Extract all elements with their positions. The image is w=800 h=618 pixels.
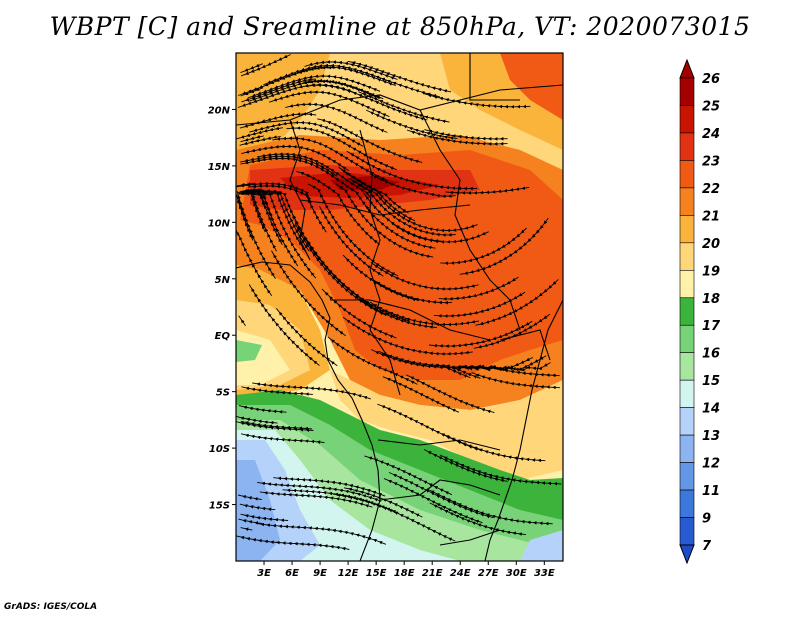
colorbar-segment bbox=[679, 132, 695, 161]
streamline bbox=[236, 182, 255, 187]
colorbar-label: 23 bbox=[702, 154, 720, 169]
streamline bbox=[461, 355, 547, 372]
streamline bbox=[236, 535, 350, 551]
colorbar-segment bbox=[679, 215, 695, 244]
lon-tick-label: 3E bbox=[257, 568, 271, 579]
latitude-ticks: 20N 15N 10N 5N EQ 5S 10S 15S bbox=[208, 105, 236, 512]
lat-tick-label: 15S bbox=[209, 501, 230, 512]
streamline bbox=[327, 336, 418, 385]
colorbar-segment bbox=[679, 269, 695, 299]
lon-tick-label: 6E bbox=[285, 568, 299, 579]
colorbar-label: 9 bbox=[702, 512, 711, 527]
colorbar-segment bbox=[679, 517, 695, 546]
colorbar-segment bbox=[679, 352, 695, 381]
colorbar-segment bbox=[679, 242, 695, 271]
streamline bbox=[272, 136, 389, 182]
streamline bbox=[439, 454, 562, 486]
colorbar-segment bbox=[679, 462, 695, 491]
colorbar-label: 24 bbox=[702, 127, 720, 142]
colorbar-label: 21 bbox=[702, 209, 720, 224]
lon-tick-label: 15E bbox=[366, 568, 387, 579]
colorbar-label: 11 bbox=[702, 484, 720, 499]
streamline bbox=[238, 315, 246, 326]
colorbar-label: 12 bbox=[702, 457, 720, 472]
streamline bbox=[240, 433, 325, 444]
colorbar-segment bbox=[679, 434, 695, 463]
lat-tick-label: EQ bbox=[215, 331, 231, 342]
colorbar-label: 17 bbox=[702, 319, 721, 334]
lat-tick-label: 5S bbox=[216, 388, 230, 399]
streamline bbox=[240, 527, 253, 532]
lon-tick-label: 18E bbox=[394, 568, 415, 579]
colorbar: 26 25 24 23 22 21 20 19 18 17 16 15 14 13 12 11 9 7 bbox=[679, 58, 721, 565]
lat-tick-label: 20N bbox=[208, 105, 231, 116]
streamline bbox=[236, 126, 284, 140]
streamline bbox=[307, 83, 428, 121]
streamline bbox=[473, 313, 551, 349]
streamline bbox=[237, 232, 273, 297]
colorbar-segment bbox=[679, 297, 695, 326]
colorbar-label: 7 bbox=[702, 539, 712, 554]
streamline bbox=[342, 316, 473, 356]
streamline bbox=[238, 405, 287, 414]
lon-tick-label: 24E bbox=[450, 568, 471, 579]
colorbar-label: 13 bbox=[702, 429, 720, 444]
streamline bbox=[239, 503, 276, 512]
lat-tick-label: 15N bbox=[208, 162, 231, 173]
streamline bbox=[252, 382, 371, 400]
footer-credit: GrADS: IGES/COLA bbox=[4, 602, 98, 612]
streamlines bbox=[236, 54, 562, 551]
streamline bbox=[440, 227, 527, 266]
colorbar-label: 20 bbox=[702, 237, 720, 252]
colorbar-segment bbox=[679, 379, 695, 408]
streamline bbox=[343, 487, 423, 518]
colorbar-segment bbox=[679, 489, 695, 518]
lat-tick-label: 10S bbox=[209, 444, 230, 455]
colorbar-segment bbox=[679, 324, 695, 354]
field-14-southeast bbox=[520, 530, 563, 561]
colorbar-label: 26 bbox=[702, 72, 720, 87]
streamline bbox=[406, 129, 508, 146]
colorbar-label: 19 bbox=[702, 264, 720, 279]
colorbar-segment bbox=[679, 407, 695, 436]
streamline bbox=[236, 415, 278, 425]
chart-title: WBPT [C] and Sreamline at 850hPa, VT: 20… bbox=[49, 12, 751, 41]
colorbar-segment bbox=[679, 160, 695, 189]
colorbar-segment bbox=[679, 77, 695, 106]
lon-tick-label: 33E bbox=[534, 568, 555, 579]
lat-tick-label: 5N bbox=[215, 275, 231, 286]
lon-tick-label: 21E bbox=[422, 568, 443, 579]
streamline bbox=[438, 276, 519, 301]
lon-tick-label: 12E bbox=[338, 568, 359, 579]
lat-tick-label: 10N bbox=[208, 218, 231, 229]
streamline bbox=[248, 284, 320, 366]
longitude-ticks: 3E 6E 9E 12E 15E 18E 21E 24E 27E 30E 33E bbox=[257, 561, 555, 579]
colorbar-segment bbox=[679, 187, 695, 216]
colorbar-top-arrow bbox=[679, 58, 695, 79]
streamline bbox=[382, 376, 460, 413]
colorbar-segment bbox=[679, 105, 695, 134]
streamline bbox=[237, 494, 262, 501]
streamline bbox=[294, 223, 387, 316]
colorbar-label: 22 bbox=[702, 182, 720, 197]
streamline bbox=[240, 513, 289, 523]
colorbar-label: 16 bbox=[702, 347, 720, 362]
colorbar-label: 25 bbox=[702, 99, 720, 114]
colorbar-label: 18 bbox=[702, 292, 720, 307]
streamline bbox=[240, 54, 291, 77]
colorbar-bottom-arrow bbox=[679, 544, 695, 565]
map-frame bbox=[235, 52, 564, 562]
lon-tick-label: 9E bbox=[313, 568, 327, 579]
streamline bbox=[239, 112, 317, 129]
streamline bbox=[423, 93, 531, 109]
colorbar-label: 15 bbox=[702, 374, 720, 389]
streamline bbox=[348, 177, 456, 237]
streamline bbox=[241, 77, 316, 103]
colorbar-label: 14 bbox=[702, 402, 720, 417]
lon-tick-label: 27E bbox=[478, 568, 499, 579]
lon-tick-label: 30E bbox=[506, 568, 527, 579]
field-23-northeast bbox=[500, 53, 563, 120]
